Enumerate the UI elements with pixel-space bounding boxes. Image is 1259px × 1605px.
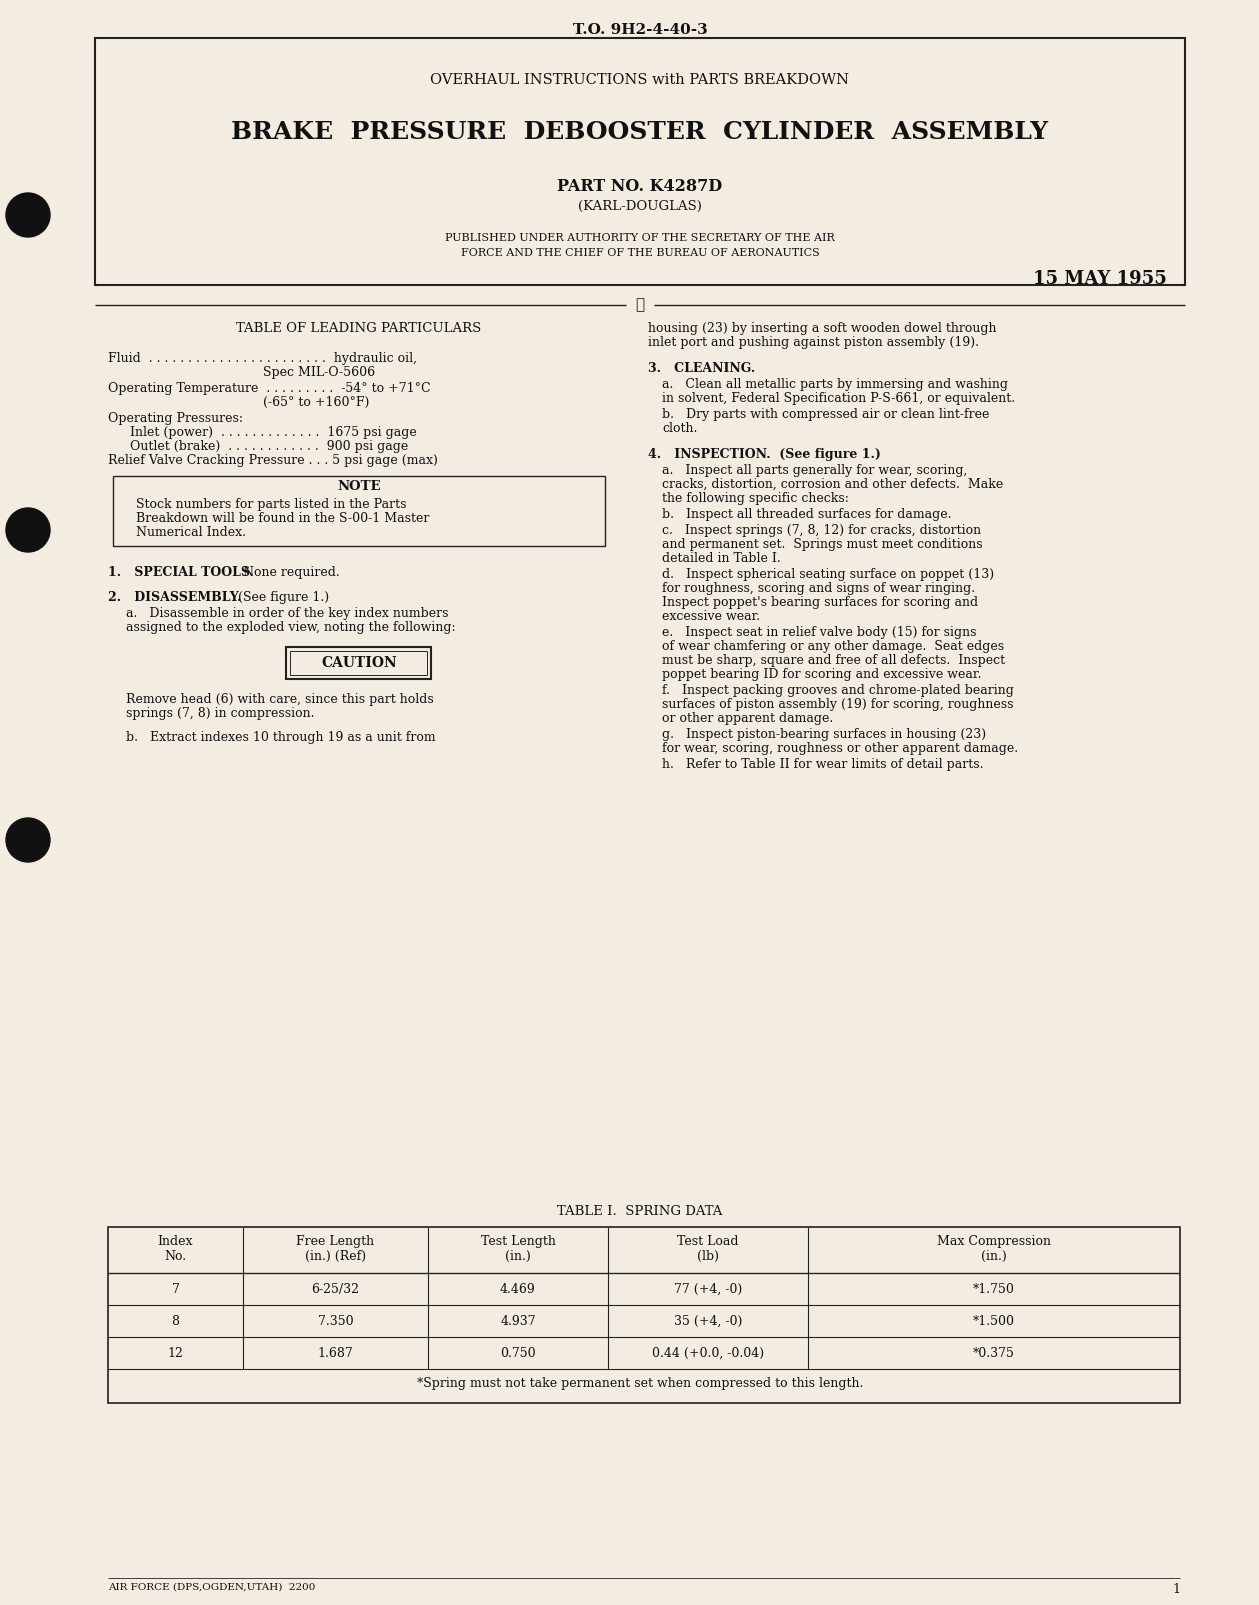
Text: Breakdown will be found in the S-00-1 Master: Breakdown will be found in the S-00-1 Ma… bbox=[136, 512, 429, 525]
Text: Spec MIL-O-5606: Spec MIL-O-5606 bbox=[263, 366, 375, 379]
Text: 7.350: 7.350 bbox=[317, 1314, 354, 1327]
Text: 1: 1 bbox=[1172, 1583, 1180, 1595]
Text: springs (7, 8) in compression.: springs (7, 8) in compression. bbox=[126, 706, 315, 721]
Text: d.   Inspect spherical seating surface on poppet (13): d. Inspect spherical seating surface on … bbox=[662, 568, 995, 581]
Text: 77 (+4, -0): 77 (+4, -0) bbox=[674, 1282, 742, 1295]
Text: 12: 12 bbox=[167, 1347, 184, 1359]
Text: None required.: None required. bbox=[243, 567, 340, 579]
Text: No.: No. bbox=[165, 1250, 186, 1263]
Text: *1.500: *1.500 bbox=[973, 1314, 1015, 1327]
Text: Relief Valve Cracking Pressure . . . 5 psi gage (max): Relief Valve Cracking Pressure . . . 5 p… bbox=[108, 454, 438, 467]
Text: h.   Refer to Table II for wear limits of detail parts.: h. Refer to Table II for wear limits of … bbox=[662, 758, 983, 770]
Text: and permanent set.  Springs must meet conditions: and permanent set. Springs must meet con… bbox=[662, 538, 982, 551]
Text: 4.469: 4.469 bbox=[500, 1282, 536, 1295]
Text: 0.44 (+0.0, -0.04): 0.44 (+0.0, -0.04) bbox=[652, 1347, 764, 1359]
Text: Stock numbers for parts listed in the Parts: Stock numbers for parts listed in the Pa… bbox=[136, 498, 407, 510]
Text: NOTE: NOTE bbox=[337, 480, 380, 493]
Text: 7: 7 bbox=[171, 1282, 180, 1295]
Text: Test Length: Test Length bbox=[481, 1234, 555, 1249]
Text: for wear, scoring, roughness or other apparent damage.: for wear, scoring, roughness or other ap… bbox=[662, 742, 1019, 754]
Text: ★: ★ bbox=[636, 299, 645, 311]
Text: (lb): (lb) bbox=[697, 1250, 719, 1263]
Text: 6-25/32: 6-25/32 bbox=[311, 1282, 360, 1295]
Text: b.   Extract indexes 10 through 19 as a unit from: b. Extract indexes 10 through 19 as a un… bbox=[126, 730, 436, 745]
Text: must be sharp, square and free of all defects.  Inspect: must be sharp, square and free of all de… bbox=[662, 653, 1005, 668]
Bar bbox=[287, 647, 432, 679]
Text: b.   Dry parts with compressed air or clean lint-free: b. Dry parts with compressed air or clea… bbox=[662, 408, 990, 421]
Circle shape bbox=[6, 819, 50, 862]
Text: inlet port and pushing against piston assembly (19).: inlet port and pushing against piston as… bbox=[648, 335, 980, 348]
Text: 3.   CLEANING.: 3. CLEANING. bbox=[648, 363, 755, 376]
Text: PART NO. K4287D: PART NO. K4287D bbox=[558, 178, 723, 194]
Text: in solvent, Federal Specification P-S-661, or equivalent.: in solvent, Federal Specification P-S-66… bbox=[662, 392, 1015, 404]
Text: BRAKE  PRESSURE  DEBOOSTER  CYLINDER  ASSEMBLY: BRAKE PRESSURE DEBOOSTER CYLINDER ASSEMB… bbox=[232, 120, 1049, 144]
Text: PUBLISHED UNDER AUTHORITY OF THE SECRETARY OF THE AIR: PUBLISHED UNDER AUTHORITY OF THE SECRETA… bbox=[446, 233, 835, 242]
Text: (KARL-DOUGLAS): (KARL-DOUGLAS) bbox=[578, 201, 703, 213]
Text: a.   Inspect all parts generally for wear, scoring,: a. Inspect all parts generally for wear,… bbox=[662, 464, 967, 477]
Text: Fluid  . . . . . . . . . . . . . . . . . . . . . . .  hydraulic oil,: Fluid . . . . . . . . . . . . . . . . . … bbox=[108, 351, 417, 364]
Text: AIR FORCE (DPS,OGDEN,UTAH)  2200: AIR FORCE (DPS,OGDEN,UTAH) 2200 bbox=[108, 1583, 315, 1592]
Text: surfaces of piston assembly (19) for scoring, roughness: surfaces of piston assembly (19) for sco… bbox=[662, 698, 1013, 711]
Text: cracks, distortion, corrosion and other defects.  Make: cracks, distortion, corrosion and other … bbox=[662, 478, 1003, 491]
Text: Remove head (6) with care, since this part holds: Remove head (6) with care, since this pa… bbox=[126, 693, 434, 706]
Text: (-65° to +160°F): (-65° to +160°F) bbox=[263, 396, 369, 409]
Text: Numerical Index.: Numerical Index. bbox=[136, 526, 246, 539]
Circle shape bbox=[6, 193, 50, 238]
Text: 1.687: 1.687 bbox=[317, 1347, 354, 1359]
Text: 35 (+4, -0): 35 (+4, -0) bbox=[674, 1314, 743, 1327]
Text: 15 MAY 1955: 15 MAY 1955 bbox=[1034, 270, 1167, 287]
Text: poppet bearing ID for scoring and excessive wear.: poppet bearing ID for scoring and excess… bbox=[662, 668, 981, 681]
Text: Index: Index bbox=[157, 1234, 193, 1249]
Text: Test Load: Test Load bbox=[677, 1234, 739, 1249]
Text: *0.375: *0.375 bbox=[973, 1347, 1015, 1359]
Bar bbox=[94, 39, 1185, 286]
Text: for roughness, scoring and signs of wear ringing.: for roughness, scoring and signs of wear… bbox=[662, 583, 976, 595]
Text: Operating Temperature  . . . . . . . . .  -54° to +71°C: Operating Temperature . . . . . . . . . … bbox=[108, 382, 431, 395]
Text: Inspect poppet's bearing surfaces for scoring and: Inspect poppet's bearing surfaces for sc… bbox=[662, 595, 978, 608]
Text: (See figure 1.): (See figure 1.) bbox=[238, 591, 329, 603]
Text: a.   Disassemble in order of the key index numbers: a. Disassemble in order of the key index… bbox=[126, 607, 448, 620]
Text: 1.   SPECIAL TOOLS.: 1. SPECIAL TOOLS. bbox=[108, 567, 254, 579]
Text: Outlet (brake)  . . . . . . . . . . . .  900 psi gage: Outlet (brake) . . . . . . . . . . . . 9… bbox=[130, 440, 408, 453]
Text: e.   Inspect seat in relief valve body (15) for signs: e. Inspect seat in relief valve body (15… bbox=[662, 626, 977, 639]
Circle shape bbox=[6, 509, 50, 552]
Text: f.   Inspect packing grooves and chrome-plated bearing: f. Inspect packing grooves and chrome-pl… bbox=[662, 684, 1013, 697]
Text: cloth.: cloth. bbox=[662, 422, 697, 435]
Text: T.O. 9H2-4-40-3: T.O. 9H2-4-40-3 bbox=[573, 22, 708, 37]
Text: 2.   DISASSEMBLY.: 2. DISASSEMBLY. bbox=[108, 591, 242, 603]
Text: 4.   INSPECTION.  (See figure 1.): 4. INSPECTION. (See figure 1.) bbox=[648, 448, 881, 461]
Text: Max Compression: Max Compression bbox=[937, 1234, 1051, 1249]
Text: 4.937: 4.937 bbox=[500, 1314, 536, 1327]
Text: FORCE AND THE CHIEF OF THE BUREAU OF AERONAUTICS: FORCE AND THE CHIEF OF THE BUREAU OF AER… bbox=[461, 249, 820, 258]
Bar bbox=[113, 477, 606, 546]
Text: OVERHAUL INSTRUCTIONS with PARTS BREAKDOWN: OVERHAUL INSTRUCTIONS with PARTS BREAKDO… bbox=[431, 72, 850, 87]
Text: 8: 8 bbox=[171, 1314, 180, 1327]
Text: CAUTION: CAUTION bbox=[321, 656, 397, 669]
Text: c.   Inspect springs (7, 8, 12) for cracks, distortion: c. Inspect springs (7, 8, 12) for cracks… bbox=[662, 523, 981, 538]
Text: (in.): (in.) bbox=[505, 1250, 531, 1263]
Text: excessive wear.: excessive wear. bbox=[662, 610, 760, 623]
Text: 0.750: 0.750 bbox=[500, 1347, 536, 1359]
Text: a.   Clean all metallic parts by immersing and washing: a. Clean all metallic parts by immersing… bbox=[662, 379, 1008, 392]
Text: b.   Inspect all threaded surfaces for damage.: b. Inspect all threaded surfaces for dam… bbox=[662, 509, 952, 522]
Text: detailed in Table I.: detailed in Table I. bbox=[662, 552, 781, 565]
Bar bbox=[291, 652, 428, 676]
Text: TABLE I.  SPRING DATA: TABLE I. SPRING DATA bbox=[558, 1205, 723, 1218]
Text: assigned to the exploded view, noting the following:: assigned to the exploded view, noting th… bbox=[126, 621, 456, 634]
Text: (in.): (in.) bbox=[981, 1250, 1007, 1263]
Text: *Spring must not take permanent set when compressed to this length.: *Spring must not take permanent set when… bbox=[417, 1377, 864, 1390]
Bar bbox=[108, 1226, 1180, 1403]
Text: Free Length: Free Length bbox=[296, 1234, 375, 1249]
Text: *1.750: *1.750 bbox=[973, 1282, 1015, 1295]
Text: Operating Pressures:: Operating Pressures: bbox=[108, 412, 243, 425]
Text: or other apparent damage.: or other apparent damage. bbox=[662, 713, 833, 725]
Text: g.   Inspect piston-bearing surfaces in housing (23): g. Inspect piston-bearing surfaces in ho… bbox=[662, 729, 986, 742]
Text: Inlet (power)  . . . . . . . . . . . . .  1675 psi gage: Inlet (power) . . . . . . . . . . . . . … bbox=[130, 425, 417, 440]
Text: the following specific checks:: the following specific checks: bbox=[662, 493, 849, 506]
Text: (in.) (Ref): (in.) (Ref) bbox=[305, 1250, 366, 1263]
Text: housing (23) by inserting a soft wooden dowel through: housing (23) by inserting a soft wooden … bbox=[648, 323, 997, 335]
Text: of wear chamfering or any other damage.  Seat edges: of wear chamfering or any other damage. … bbox=[662, 640, 1005, 653]
Text: TABLE OF LEADING PARTICULARS: TABLE OF LEADING PARTICULARS bbox=[237, 323, 482, 335]
